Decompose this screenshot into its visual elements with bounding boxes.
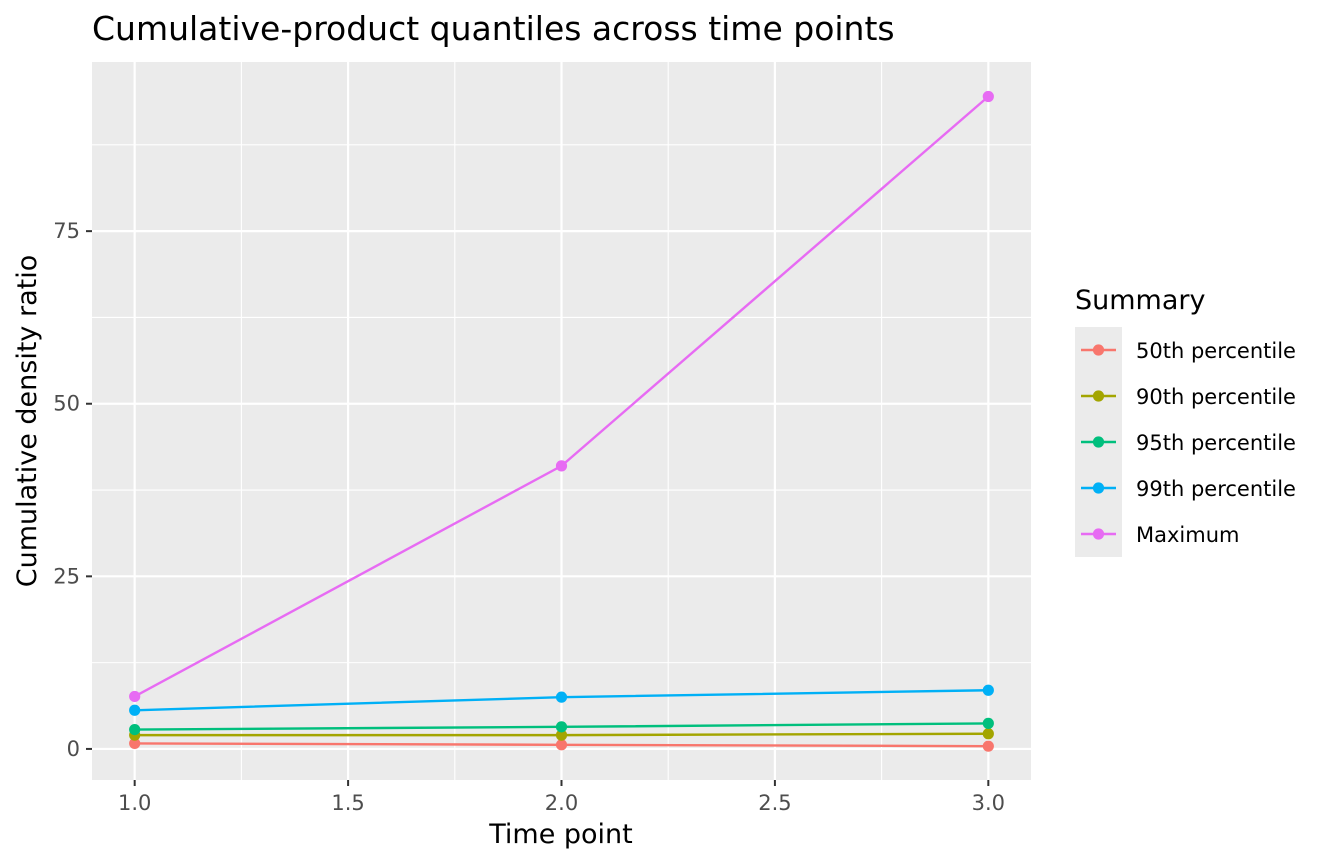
legend-label: Maximum: [1136, 523, 1239, 547]
x-axis-title: Time point: [488, 819, 633, 850]
y-axis-title: Cumulative density ratio: [12, 255, 43, 588]
data-point-0-0: [129, 737, 141, 750]
y-tick-label: 25: [53, 564, 80, 588]
data-point-2-1: [555, 721, 568, 733]
data-point-2-2: [982, 717, 994, 729]
data-point-0-2: [982, 740, 994, 752]
legend-key-point: [1092, 344, 1105, 356]
x-tick-label: 1.0: [118, 791, 151, 815]
data-point-3-1: [555, 691, 568, 703]
series-points: [129, 90, 994, 752]
legend-key-point: [1092, 528, 1105, 540]
y-tick-label: 50: [53, 392, 80, 416]
data-point-0-1: [555, 739, 568, 751]
legend: Summary 50th percentile 90th percentile 95…: [1075, 285, 1296, 557]
legend-title: Summary: [1075, 285, 1205, 316]
data-point-4-0: [129, 690, 141, 703]
legend-key-point: [1092, 390, 1105, 402]
y-tick-label: 0: [67, 737, 80, 761]
x-tick-label: 2.0: [545, 791, 578, 815]
data-point-4-1: [555, 460, 568, 472]
legend-key-point: [1092, 482, 1105, 494]
y-tick-label: 75: [53, 219, 80, 243]
chart-title: Cumulative-product quantiles across time…: [92, 9, 895, 48]
legend-label: 50th percentile: [1136, 339, 1296, 363]
legend-label: 99th percentile: [1136, 477, 1296, 501]
data-point-1-2: [982, 728, 994, 740]
axes: 1.0 1.5 2.0 2.5 3.0 0 25 50 75: [53, 219, 1005, 815]
legend-label: 90th percentile: [1136, 385, 1296, 409]
data-point-4-2: [982, 90, 994, 103]
x-tick-label: 3.0: [972, 791, 1005, 815]
legend-key-point: [1092, 436, 1105, 448]
x-tick-label: 1.5: [331, 791, 364, 815]
legend-items: 50th percentile 90th percentile 95th perce…: [1081, 339, 1296, 547]
legend-label: 95th percentile: [1136, 431, 1296, 455]
data-point-3-2: [982, 684, 994, 696]
x-tick-label: 2.5: [758, 791, 791, 815]
data-point-2-0: [129, 724, 141, 736]
data-point-1-1: [555, 729, 568, 741]
data-point-3-0: [129, 704, 141, 716]
